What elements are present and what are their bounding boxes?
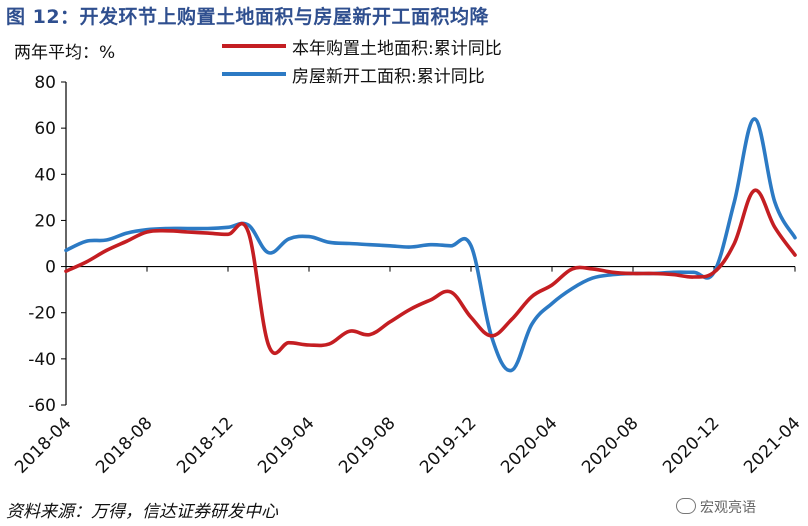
legend-item-starts: 房屋新开工面积:累计同比	[222, 60, 502, 88]
wechat-icon	[676, 498, 696, 514]
series-line-new-starts	[64, 117, 797, 373]
legend-item-land: 本年购置土地面积:累计同比	[222, 32, 502, 60]
watermark: 宏观亮语	[676, 497, 756, 517]
x-tick-label: 2020-04	[497, 413, 561, 477]
legend-swatch-land	[222, 44, 286, 48]
figure-title: 图 12：开发环节上购置土地面积与房屋新开工面积均降	[6, 6, 490, 28]
x-tick-label: 2021-04	[740, 413, 804, 477]
unit-label: 两年平均：%	[14, 43, 116, 63]
watermark-label: 宏观亮语	[700, 500, 756, 516]
x-tick-label: 2020-08	[578, 413, 642, 477]
legend-swatch-starts	[222, 72, 286, 76]
x-tick-label: 2019-08	[335, 413, 399, 477]
legend-label-starts: 房屋新开工面积:累计同比	[292, 66, 485, 87]
x-tick-label: 2018-12	[173, 413, 237, 477]
y-tick-label: 60	[34, 119, 56, 139]
y-tick-label: 40	[34, 165, 56, 185]
x-tick-label: 2020-12	[659, 413, 723, 477]
source-note: 资料来源：万得，信达证券研发中心	[6, 502, 278, 522]
y-tick-label: 20	[34, 211, 56, 231]
y-tick-label: -20	[28, 304, 56, 324]
y-tick-label: 80	[34, 73, 56, 93]
x-tick-label: 2019-04	[254, 413, 318, 477]
series-line-land-purchase	[64, 188, 797, 355]
x-tick-label: 2018-04	[11, 413, 75, 477]
y-tick-label: -60	[28, 396, 56, 416]
x-tick-label: 2019-12	[416, 413, 480, 477]
legend-label-land: 本年购置土地面积:累计同比	[292, 38, 502, 59]
legend: 本年购置土地面积:累计同比 房屋新开工面积:累计同比	[222, 32, 502, 88]
x-tick-label: 2018-08	[92, 413, 156, 477]
y-tick-label: -40	[28, 350, 56, 370]
y-tick-label: 0	[45, 258, 56, 278]
